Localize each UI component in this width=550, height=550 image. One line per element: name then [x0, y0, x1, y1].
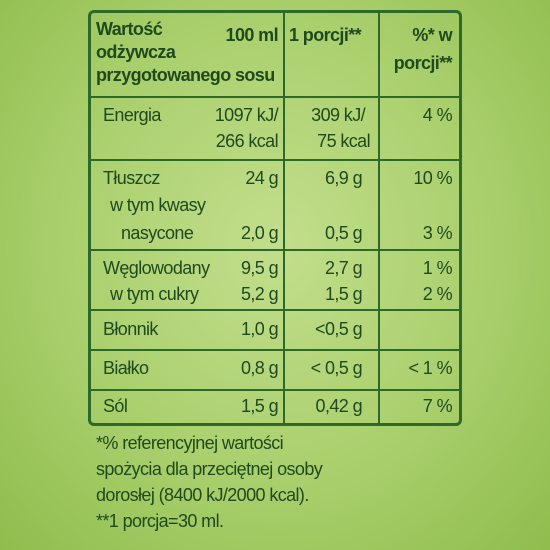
- header-per-portion: 1 porcji**: [289, 25, 362, 45]
- per-portion: 75 kcal: [317, 131, 370, 151]
- sub-label: w tym cukry: [110, 284, 199, 304]
- per-100: 9,5 g: [240, 258, 279, 278]
- header-pct: %* w: [412, 25, 452, 45]
- per-portion: 0,42 g: [315, 396, 363, 416]
- per-100: 1,5 g: [240, 396, 279, 416]
- row-line: [88, 249, 462, 251]
- row-label: Tłuszcz: [103, 168, 160, 188]
- per-portion: 1,5 g: [324, 284, 363, 304]
- pct: 3 %: [422, 223, 453, 243]
- row-line: [88, 389, 462, 391]
- pct: 10 %: [413, 168, 452, 188]
- pct: 1 %: [422, 258, 453, 278]
- column-line: [378, 10, 380, 426]
- row-line: [88, 96, 462, 98]
- footnote: dorosłej (8400 kJ/2000 kcal).: [96, 485, 309, 505]
- per-100: 24 g: [245, 168, 278, 188]
- sub-label: w tym kwasy: [110, 195, 206, 215]
- per-100: 266 kcal: [215, 131, 279, 151]
- header-title: odżywcza: [96, 42, 176, 62]
- pct: 7 %: [422, 396, 453, 416]
- per-portion: 309 kJ/: [311, 105, 365, 125]
- pct: 4 %: [422, 105, 453, 125]
- header-pct: porcji**: [393, 53, 453, 73]
- row-label: Sól: [103, 396, 128, 416]
- row-line: [88, 349, 462, 351]
- footnote: spożycia dla przeciętnej osoby: [96, 459, 323, 479]
- per-portion: 0,5 g: [324, 223, 363, 243]
- per-portion: 6,9 g: [324, 168, 363, 188]
- row-line: [88, 309, 462, 311]
- per-100: 0,8 g: [240, 358, 279, 378]
- column-line: [283, 10, 285, 426]
- row-label: Węglowodany: [103, 258, 210, 278]
- per-100: 1,0 g: [240, 319, 279, 339]
- per-portion: 2,7 g: [324, 258, 363, 278]
- row-label: Energia: [103, 105, 161, 125]
- row-line: [88, 159, 462, 161]
- pct: 2 %: [422, 284, 453, 304]
- row-label: Błonnik: [103, 319, 158, 339]
- per-portion: < 0,5 g: [310, 358, 363, 378]
- per-100: 1097 kJ/: [214, 105, 279, 125]
- row-label: Białko: [103, 358, 149, 378]
- table-border: [88, 10, 462, 426]
- per-portion: <0,5 g: [315, 319, 363, 339]
- header-title: Wartość: [96, 19, 163, 39]
- footnote: *% referencyjnej wartości: [96, 433, 284, 453]
- sub-label: nasycone: [121, 223, 194, 243]
- footnote: **1 porcja=30 ml.: [96, 511, 224, 531]
- header-per-100: 100 ml: [225, 25, 279, 45]
- pct: < 1 %: [408, 358, 452, 378]
- per-100: 2,0 g: [240, 223, 279, 243]
- header-title: przygotowanego sosu: [96, 65, 275, 85]
- per-100: 5,2 g: [240, 284, 279, 304]
